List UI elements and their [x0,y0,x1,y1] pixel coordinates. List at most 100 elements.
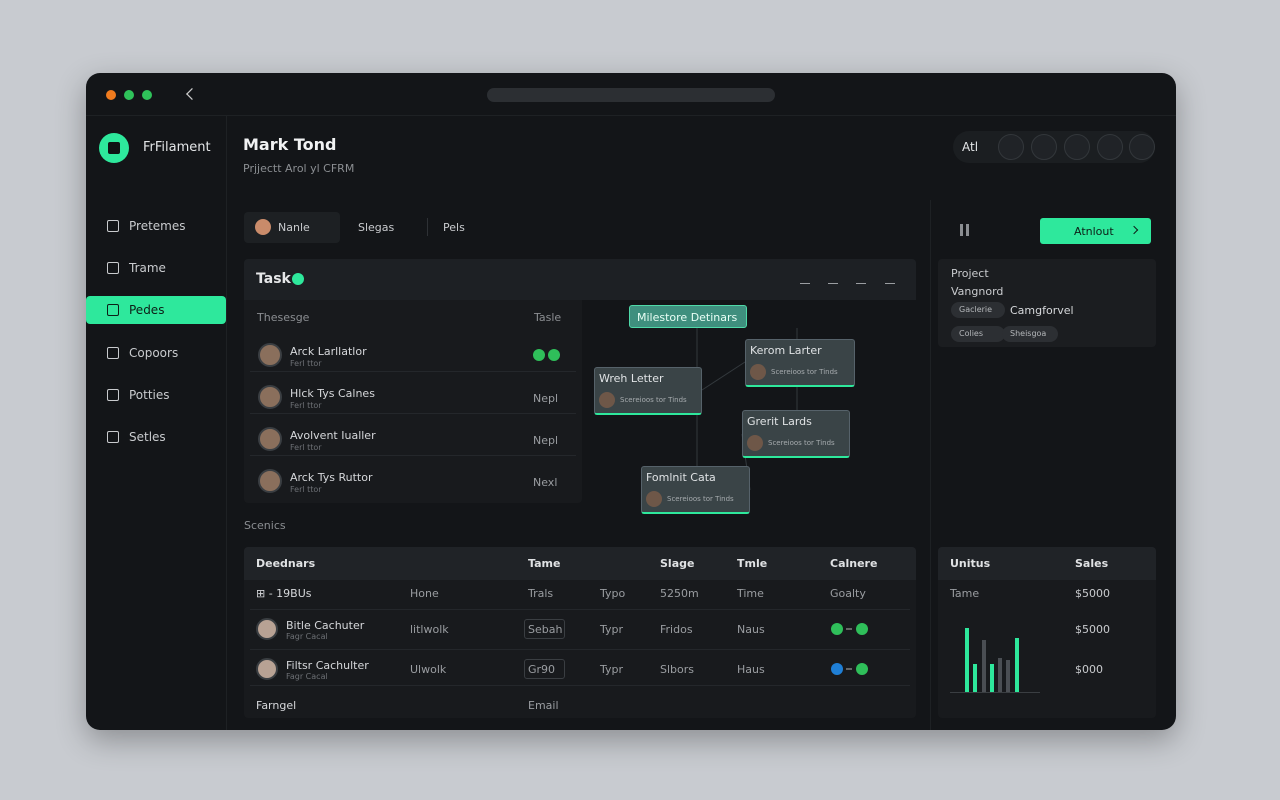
tag-label[interactable]: Gaclerie [959,305,993,314]
brand-name: FrFilament [143,139,211,155]
table-cell[interactable]: ⊞ - 19BUs [256,586,312,600]
action-button-label[interactable]: Atnlout [1074,224,1114,238]
table-cell[interactable]: Email [528,698,559,712]
table-cell[interactable]: Bitle Cachuter [286,618,365,632]
row-divider [250,609,910,610]
tag[interactable] [951,302,1005,318]
tag-label[interactable]: Camgforvel [1010,303,1074,317]
filter-sep [427,218,428,236]
status-badge [548,349,560,361]
action-button[interactable] [1040,218,1151,244]
row-sub: Ferl ttor [290,359,322,368]
node-avatar [599,392,615,408]
card-subtitle: Vangnord [951,284,1004,298]
node-sub: Scereioos tor Tinds [771,367,838,376]
mini-bar [1015,638,1019,692]
table-cell[interactable]: Gr90 [528,662,556,676]
row-sub: Fagr Cacal [286,672,328,681]
toolbar-label[interactable]: Atl [962,140,979,154]
nav-item[interactable]: Potties [129,387,170,402]
filter[interactable]: Pels [443,220,465,234]
mini-bar [998,658,1002,692]
node-label[interactable]: Milestore Detinars [637,310,738,324]
diagram-node[interactable] [594,367,702,415]
tag[interactable] [951,326,1005,342]
avatar [256,658,278,680]
badge [856,663,868,675]
row-name[interactable]: Hlck Tys Calnes [290,386,375,400]
avatar [258,427,282,451]
table-cell[interactable]: Naus [737,622,765,636]
column-header: Sales [1075,556,1109,570]
node-label[interactable]: Wreh Letter [599,371,664,385]
row-name[interactable]: Arck Larllatlor [290,344,367,358]
table-cell: $000 [1075,662,1103,676]
task-tool[interactable] [828,274,838,284]
avatar [258,343,282,367]
table-cell[interactable]: Typr [600,622,624,636]
node-sub: Scereioos tor Tinds [667,494,734,503]
cell-chip [524,659,565,679]
row-divider [250,685,910,686]
table-cell[interactable]: Time [737,586,764,600]
filter[interactable]: Slegas [358,220,395,234]
milestone-node[interactable] [629,305,747,328]
nav-item[interactable]: Pretemes [129,219,186,233]
nav-item[interactable]: Copoors [129,345,179,360]
table-cell[interactable]: Trals [528,586,554,600]
window-control [142,90,152,100]
window-control [124,90,134,100]
nav-item[interactable]: Setles [129,430,166,444]
node-sub: Scereioos tor Tinds [620,395,687,404]
badge [831,663,843,675]
table-cell[interactable]: litlwolk [410,622,449,636]
column-header: Calnere [830,556,878,570]
row-name[interactable]: Arck Tys Ruttor [290,470,373,484]
page-subtitle: Prjjectt Arol yl CFRM [243,161,355,175]
node-label[interactable]: Grerit Lards [747,414,812,428]
table-cell[interactable]: Hone [410,586,439,600]
table-cell[interactable]: Goalty [830,586,866,600]
table-cell[interactable]: Fridos [660,622,693,636]
table-cell[interactable]: Farngel [256,698,297,712]
diagram-node[interactable] [745,339,855,387]
table-cell[interactable]: Ulwolk [410,662,447,676]
toolbar-button [1097,134,1123,160]
column-header: Tasle [534,310,562,324]
row-name[interactable]: Avolvent Iualler [290,428,376,442]
mini-bar [973,664,977,692]
mini-bar [990,664,994,692]
filter[interactable]: Nanle [278,220,310,234]
section-label: Scenics [244,518,286,532]
diagram-node[interactable] [641,466,750,514]
nav-item[interactable]: Trame [129,261,166,276]
tag[interactable] [1002,326,1058,342]
table-cell[interactable]: Typr [600,662,624,676]
task-tool[interactable] [856,274,866,284]
table-cell[interactable]: 5250m [660,586,699,600]
task-tool[interactable] [885,274,895,284]
row-sub: Ferl ttor [290,401,322,410]
row-divider [250,413,576,414]
tag-label[interactable]: Colies [959,329,984,338]
table-cell: $5000 [1075,622,1110,636]
address-bar[interactable] [487,88,775,102]
table-cell[interactable]: Slbors [660,662,695,676]
column-header: Slage [660,556,695,570]
table-cell[interactable]: Filtsr Cachulter [286,658,369,672]
card-title: Project [951,266,989,280]
avatar [256,618,278,640]
table-cell[interactable]: Sebah [528,622,563,636]
node-label[interactable]: Fomlnit Cata [646,470,716,484]
task-tool[interactable] [800,274,810,284]
row-divider [250,649,910,650]
nav-icon [107,346,119,359]
nav-icon [107,304,119,317]
nav-item[interactable]: Pedes [129,303,165,318]
node-label[interactable]: Kerom Larter [750,343,822,357]
table-cell[interactable]: Typo [600,586,626,600]
table-cell[interactable]: Haus [737,662,765,676]
column-header: Tmle [737,556,768,570]
tag-label[interactable]: Sheisgoa [1010,329,1047,338]
diagram-node[interactable] [742,410,850,458]
